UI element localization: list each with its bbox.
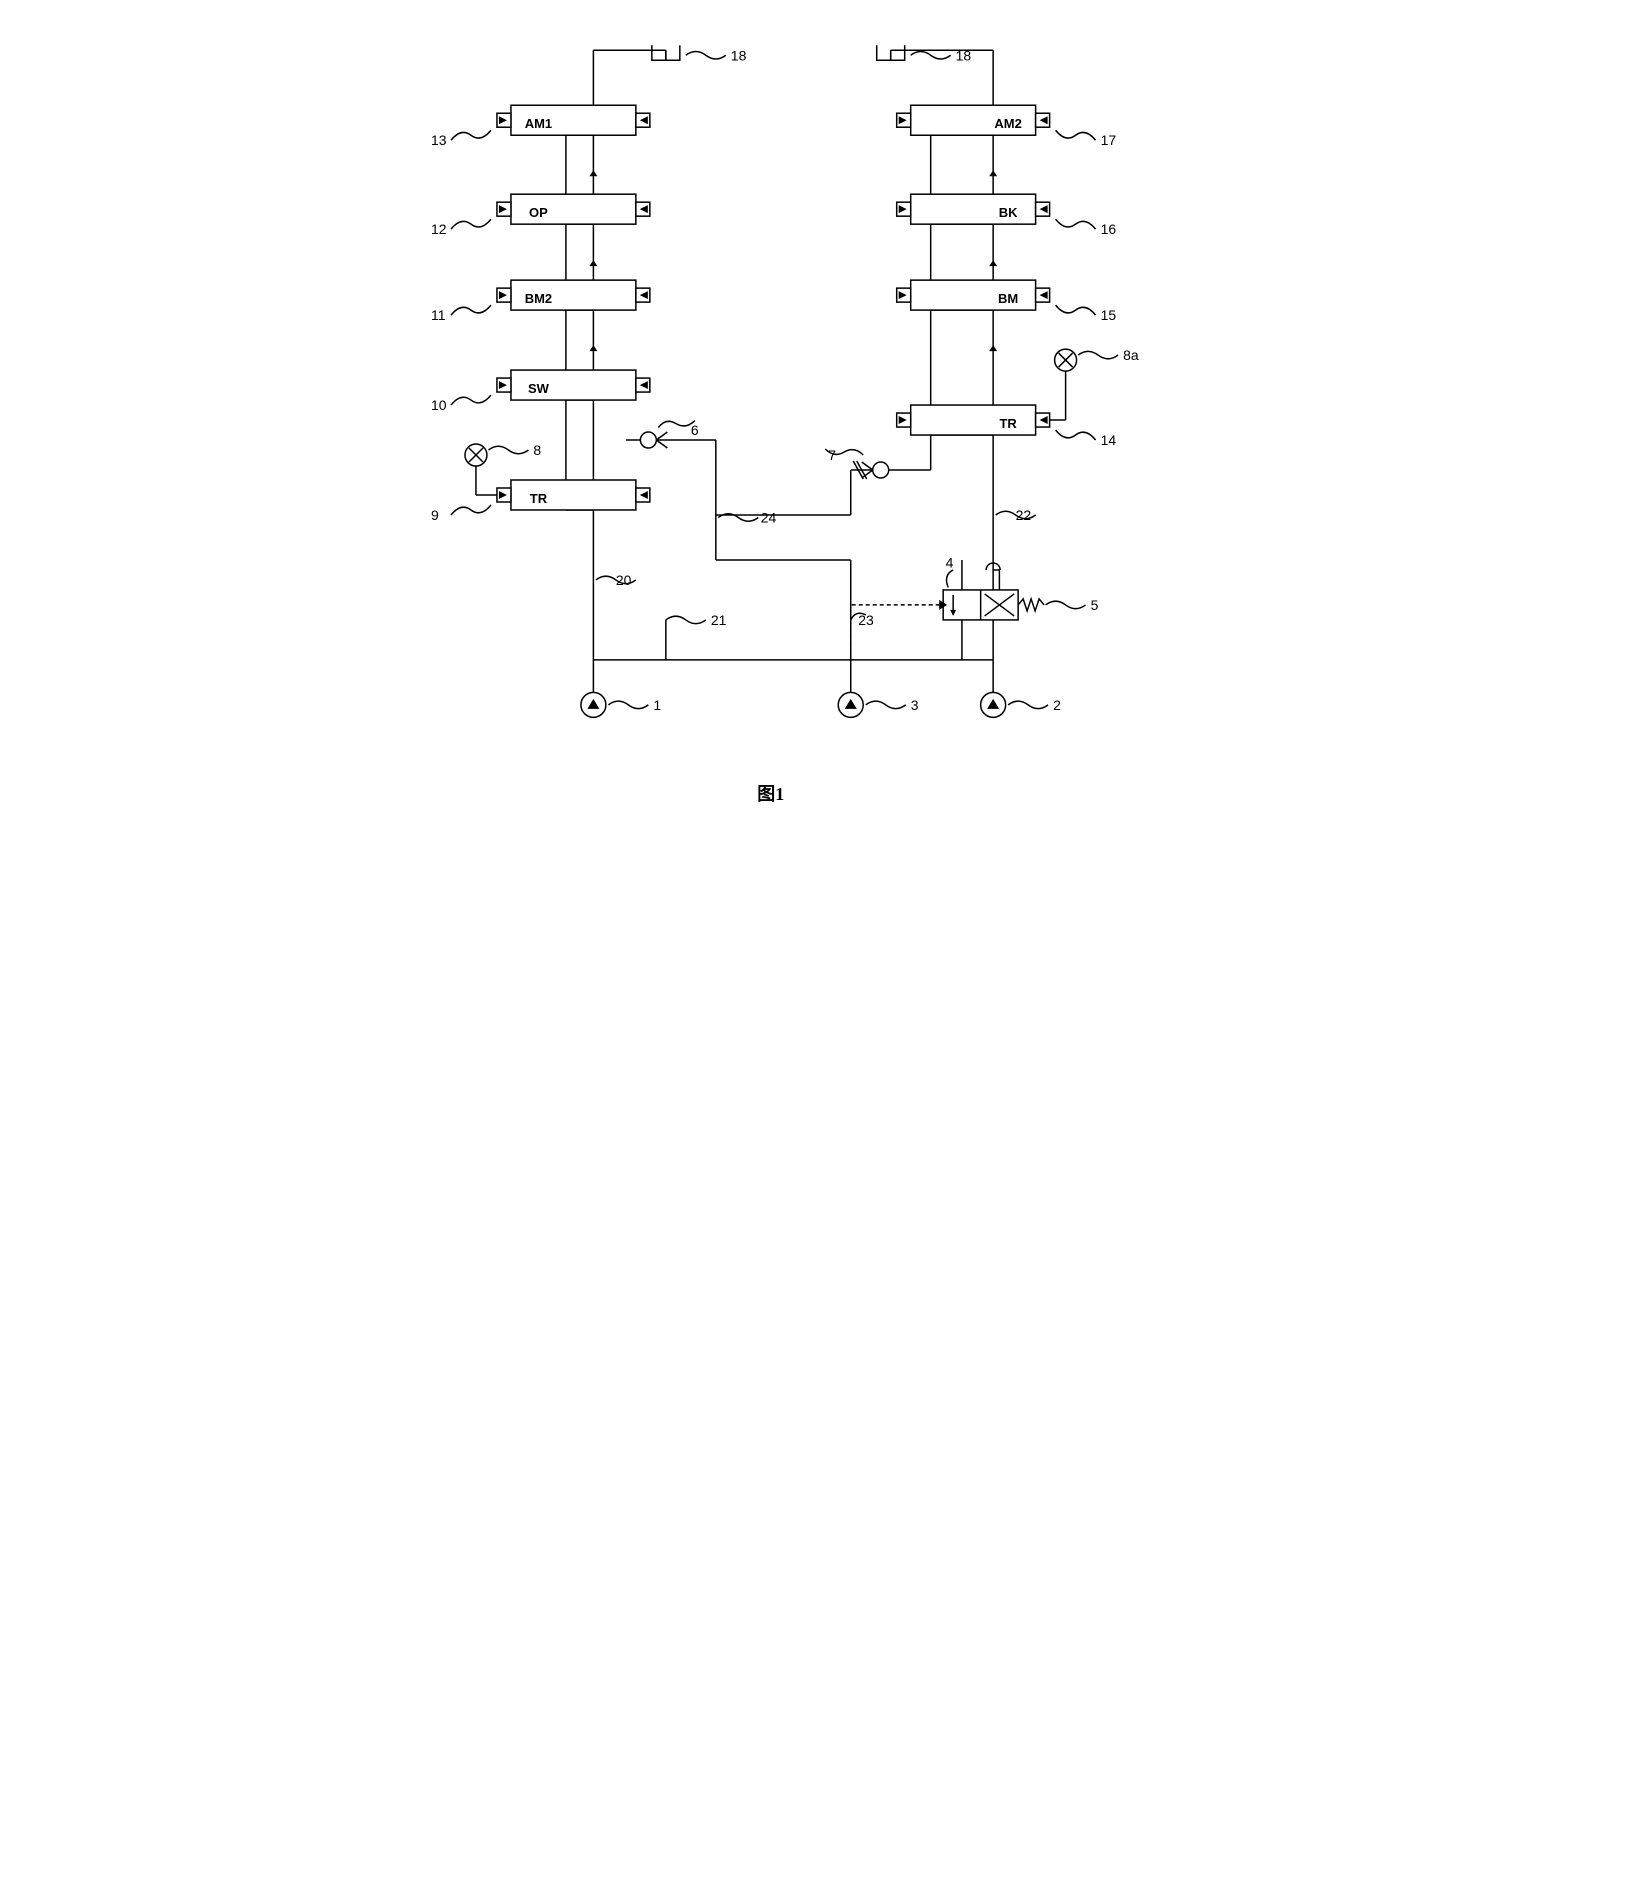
svg-text:7: 7 [828, 447, 836, 463]
svg-text:12: 12 [430, 221, 446, 237]
svg-text:BK: BK [998, 205, 1017, 220]
svg-text:BM2: BM2 [524, 291, 551, 306]
svg-text:9: 9 [430, 507, 438, 523]
svg-text:TR: TR [999, 416, 1017, 431]
svg-text:16: 16 [1100, 221, 1116, 237]
svg-text:1: 1 [653, 697, 661, 713]
svg-text:2: 2 [1053, 697, 1061, 713]
svg-text:13: 13 [430, 132, 446, 148]
svg-text:15: 15 [1100, 307, 1116, 323]
svg-text:6: 6 [690, 422, 698, 438]
svg-text:SW: SW [527, 381, 549, 396]
svg-text:AM1: AM1 [524, 116, 551, 131]
svg-text:20: 20 [615, 572, 631, 588]
svg-text:TR: TR [529, 491, 547, 506]
svg-text:8: 8 [533, 442, 541, 458]
svg-text:3: 3 [910, 697, 918, 713]
svg-text:14: 14 [1100, 432, 1116, 448]
svg-text:18: 18 [730, 47, 746, 63]
svg-text:23: 23 [858, 612, 874, 628]
svg-text:AM2: AM2 [994, 116, 1021, 131]
svg-text:17: 17 [1100, 132, 1116, 148]
svg-text:10: 10 [430, 397, 446, 413]
svg-text:5: 5 [1090, 597, 1098, 613]
svg-text:24: 24 [760, 509, 776, 525]
svg-text:8a: 8a [1123, 347, 1139, 363]
svg-text:18: 18 [955, 47, 971, 63]
svg-text:11: 11 [430, 307, 445, 323]
svg-text:图1: 图1 [757, 784, 784, 804]
svg-text:OP: OP [529, 205, 548, 220]
svg-text:21: 21 [710, 612, 726, 628]
svg-text:22: 22 [1015, 507, 1031, 523]
svg-text:BM: BM [998, 291, 1018, 306]
svg-text:4: 4 [945, 554, 953, 570]
